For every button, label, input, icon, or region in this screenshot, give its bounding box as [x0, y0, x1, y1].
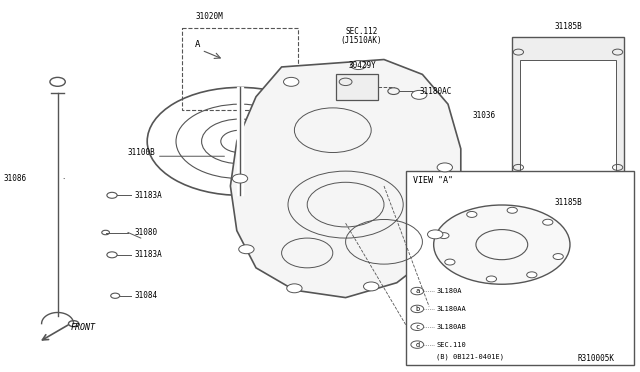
Text: 31100B: 31100B [128, 148, 156, 157]
Text: 3L180AA: 3L180AA [436, 306, 466, 312]
Circle shape [467, 211, 477, 217]
Circle shape [287, 284, 302, 293]
Text: SEC.110: SEC.110 [436, 341, 466, 347]
Text: 3L180AB: 3L180AB [436, 324, 466, 330]
Text: 31185B: 31185B [554, 22, 582, 31]
Text: b: b [415, 306, 419, 312]
Polygon shape [230, 60, 461, 298]
Circle shape [553, 254, 563, 260]
Text: (B) 0B121-0401E): (B) 0B121-0401E) [436, 353, 504, 360]
Text: 31183A: 31183A [134, 250, 162, 259]
Circle shape [232, 174, 248, 183]
Text: a: a [415, 288, 419, 294]
Circle shape [428, 230, 443, 239]
Text: 31020M: 31020M [195, 12, 223, 21]
Text: R310005K: R310005K [577, 354, 614, 363]
Circle shape [507, 207, 517, 213]
Circle shape [364, 282, 379, 291]
Text: 31180AC: 31180AC [419, 87, 452, 96]
Circle shape [445, 259, 455, 265]
Text: 31183A: 31183A [134, 191, 162, 200]
Text: 31086: 31086 [3, 174, 26, 183]
Text: VIEW "A": VIEW "A" [413, 176, 453, 185]
Text: 30429Y: 30429Y [349, 61, 376, 70]
Bar [336, 74, 378, 100]
Text: c: c [415, 324, 419, 330]
Circle shape [486, 276, 497, 282]
Text: 31080: 31080 [134, 228, 157, 237]
Circle shape [284, 77, 299, 86]
Text: 31185B: 31185B [554, 198, 582, 207]
Circle shape [439, 232, 449, 238]
Circle shape [543, 219, 553, 225]
Circle shape [412, 90, 427, 99]
Circle shape [351, 61, 366, 70]
Text: 3L180A: 3L180A [436, 288, 462, 294]
Bar [512, 37, 624, 193]
Bar [182, 28, 298, 110]
Circle shape [239, 245, 254, 254]
Text: A: A [195, 40, 200, 49]
Circle shape [434, 205, 570, 284]
Bar [237, 87, 243, 195]
Text: SEC.112: SEC.112 [346, 27, 378, 36]
Bar [406, 171, 634, 365]
Text: 31036: 31036 [473, 111, 496, 120]
Text: (J1510AK): (J1510AK) [340, 36, 383, 45]
Circle shape [437, 163, 452, 172]
Text: 31084: 31084 [134, 291, 157, 300]
Circle shape [527, 272, 537, 278]
Text: d: d [415, 341, 419, 347]
Bar [520, 60, 616, 179]
Text: FRONT: FRONT [70, 323, 95, 332]
